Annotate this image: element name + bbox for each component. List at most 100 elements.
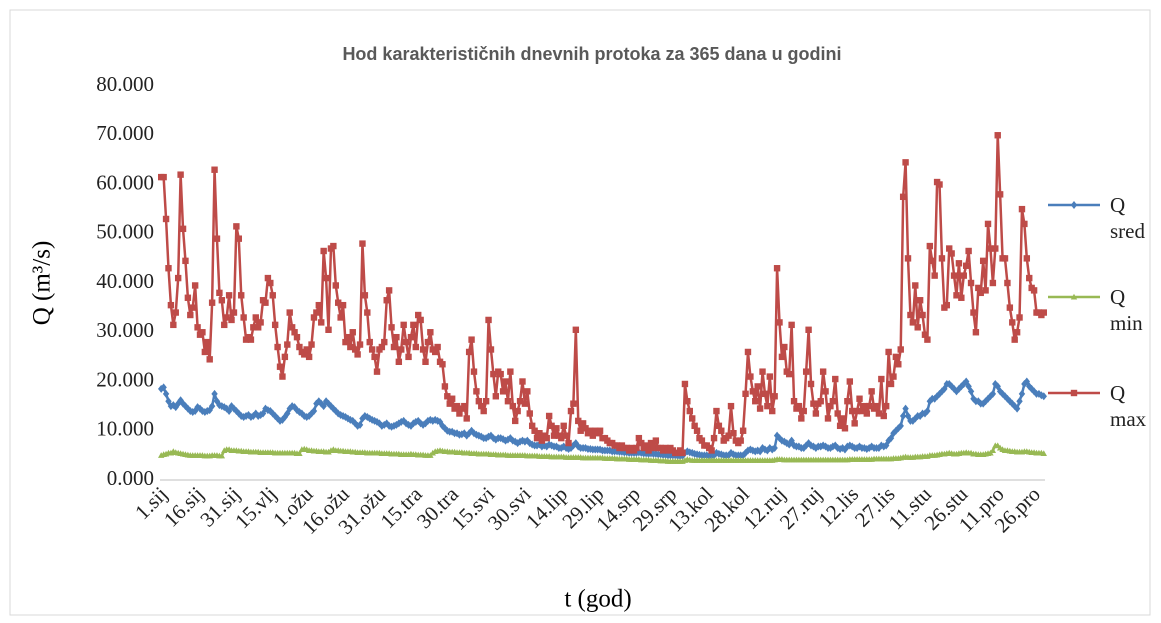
point: [596, 445, 604, 454]
point: [482, 398, 490, 405]
point: [293, 333, 301, 341]
point: [162, 389, 170, 398]
point: [446, 400, 453, 407]
point: [647, 439, 655, 447]
point: [875, 443, 883, 452]
point: [897, 346, 904, 353]
point: [172, 309, 179, 316]
point: [1030, 387, 1038, 396]
point: [349, 329, 356, 336]
point: [412, 343, 420, 351]
point: [208, 402, 216, 411]
point: [211, 389, 218, 398]
point: [189, 304, 196, 311]
point: [810, 400, 817, 407]
point: [177, 396, 184, 405]
point: [468, 336, 475, 343]
legend-label: Q sred: [1110, 193, 1145, 243]
point: [904, 255, 912, 262]
point: [313, 309, 320, 316]
point: [410, 321, 417, 329]
point: [899, 193, 907, 201]
point: [310, 314, 318, 321]
point: [516, 398, 524, 405]
point: [824, 415, 832, 422]
point: [565, 439, 572, 447]
point: [890, 373, 897, 380]
point: [880, 442, 887, 451]
point: [1004, 279, 1011, 287]
point: [989, 389, 997, 398]
point: [1011, 336, 1018, 343]
point: [987, 245, 994, 252]
point: [356, 420, 364, 429]
y-tick-label: 0.000: [107, 466, 154, 490]
point: [958, 294, 965, 301]
point: [550, 432, 558, 439]
point: [463, 415, 470, 422]
y-tick-label: 70.000: [96, 121, 154, 145]
point: [165, 397, 172, 406]
point: [832, 375, 839, 383]
point: [781, 437, 788, 446]
point: [948, 382, 955, 391]
point: [979, 257, 987, 265]
point: [473, 388, 480, 395]
point: [781, 343, 788, 351]
point: [269, 292, 276, 299]
point: [958, 382, 965, 391]
point: [204, 407, 211, 416]
point: [747, 445, 754, 454]
point: [844, 398, 851, 405]
point: [371, 353, 378, 361]
point: [912, 414, 919, 423]
point: [335, 299, 342, 306]
point: [645, 447, 652, 454]
point: [866, 443, 873, 452]
point: [398, 346, 405, 353]
point: [994, 382, 1001, 391]
point: [1013, 404, 1021, 413]
point: [713, 407, 720, 415]
point: [308, 341, 315, 348]
point: [635, 434, 643, 442]
point: [577, 427, 584, 434]
point: [962, 377, 970, 386]
point: [1023, 255, 1031, 262]
legend-label: Q min: [1110, 285, 1143, 335]
point: [431, 348, 439, 356]
point: [1001, 255, 1009, 262]
point: [948, 250, 955, 257]
point: [996, 191, 1004, 198]
point: [415, 311, 422, 319]
point: [235, 235, 243, 242]
point: [887, 380, 895, 388]
point: [710, 451, 718, 460]
point: [240, 314, 247, 321]
point: [274, 343, 281, 351]
point: [982, 397, 989, 406]
point: [962, 262, 970, 269]
point: [638, 439, 645, 447]
point: [936, 181, 943, 188]
point: [507, 434, 514, 443]
point: [407, 333, 415, 341]
point: [878, 375, 885, 383]
point: [254, 324, 262, 331]
point: [933, 392, 941, 401]
point: [512, 417, 519, 425]
point: [567, 407, 575, 415]
point: [1004, 394, 1011, 403]
y-axis-title: Q (m³/s): [29, 241, 56, 326]
point: [434, 343, 441, 351]
point: [310, 407, 318, 416]
point: [470, 368, 478, 375]
point: [160, 173, 167, 181]
point: [744, 348, 752, 356]
point: [288, 324, 296, 331]
point: [332, 282, 339, 289]
point: [744, 446, 752, 455]
point: [686, 407, 693, 415]
point: [339, 301, 347, 309]
